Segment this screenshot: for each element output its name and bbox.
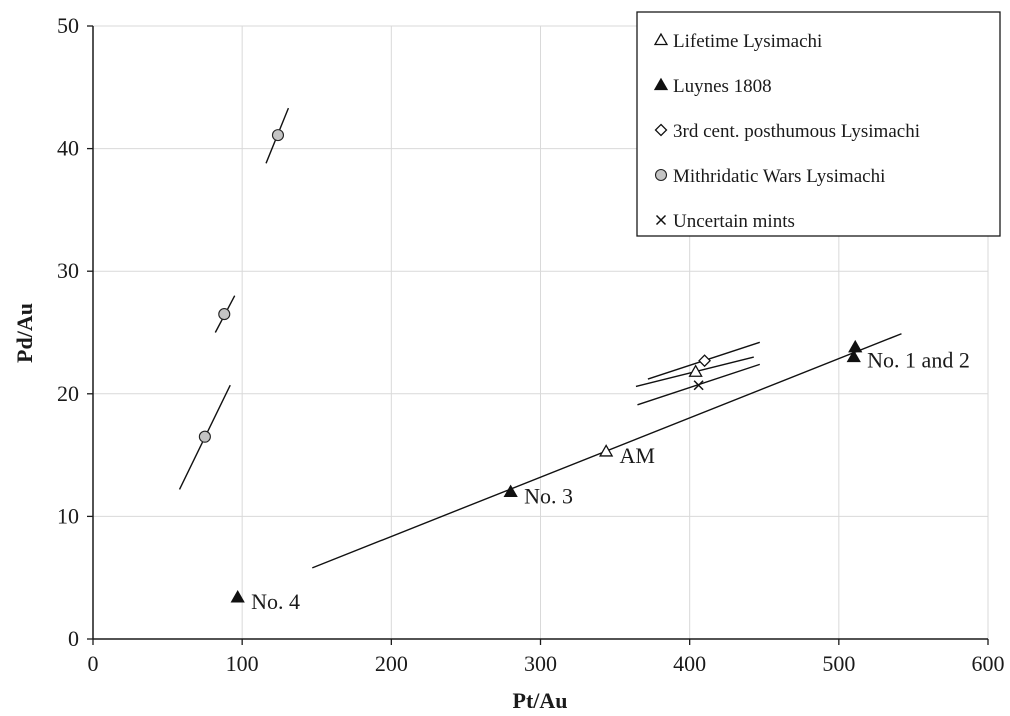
y-tick-label: 40 — [57, 136, 79, 161]
data-markers — [198, 129, 863, 603]
point-annotation: No. 4 — [251, 589, 300, 614]
legend-marker — [655, 214, 667, 226]
cross-stroke — [655, 214, 667, 226]
data-point — [848, 339, 863, 353]
data-point — [230, 590, 245, 603]
data-point — [503, 484, 518, 498]
legend-marker — [653, 77, 669, 91]
y-tick-label: 20 — [57, 381, 79, 406]
point-annotation: AM — [620, 443, 655, 468]
point-annotation: No. 1 and 2 — [867, 347, 970, 372]
x-tick-label: 300 — [524, 651, 557, 676]
x-tick-label: 0 — [88, 651, 99, 676]
legend: Lifetime Lysimachi Luynes 1808 3rd cent. p… — [636, 11, 1001, 237]
y-tick-label: 50 — [57, 13, 79, 38]
data-point — [693, 380, 704, 391]
data-point — [688, 364, 703, 377]
legend-marker — [654, 123, 668, 137]
x-tick-label: 400 — [673, 651, 706, 676]
legend-marker — [654, 168, 668, 182]
x-tick-label: 100 — [226, 651, 259, 676]
data-point — [599, 444, 614, 457]
x-tick-label: 600 — [972, 651, 1005, 676]
data-point — [698, 354, 712, 368]
y-tick-label: 0 — [68, 626, 79, 651]
data-point — [218, 308, 231, 321]
y-tick-label: 10 — [57, 503, 79, 528]
legend-label: 3rd cent. posthumous Lysimachi — [673, 121, 920, 142]
legend-marker — [653, 32, 669, 46]
legend-label: Uncertain mints — [673, 211, 795, 232]
point-annotation: No. 3 — [524, 484, 573, 509]
legend-label: Mithridatic Wars Lysimachi — [673, 166, 885, 187]
data-point — [198, 430, 211, 443]
x-tick-label: 500 — [822, 651, 855, 676]
legend-label: Lifetime Lysimachi — [673, 31, 822, 52]
legend-label: Luynes 1808 — [673, 76, 772, 97]
x-tick-label: 200 — [375, 651, 408, 676]
annotations: No. 1 and 2 No. 3 AM No. 4 — [251, 347, 970, 614]
y-axis-title: Pd/Au — [12, 303, 37, 363]
axes: 0 100 200 300 400 500 600 0 10 20 30 40 50 — [57, 13, 1005, 676]
data-point — [271, 129, 285, 142]
y-tick-label: 30 — [57, 258, 79, 283]
data-point — [846, 349, 861, 363]
x-axis-title: Pt/Au — [513, 688, 568, 713]
cross-stroke — [693, 380, 704, 391]
legend-box — [636, 11, 1001, 237]
